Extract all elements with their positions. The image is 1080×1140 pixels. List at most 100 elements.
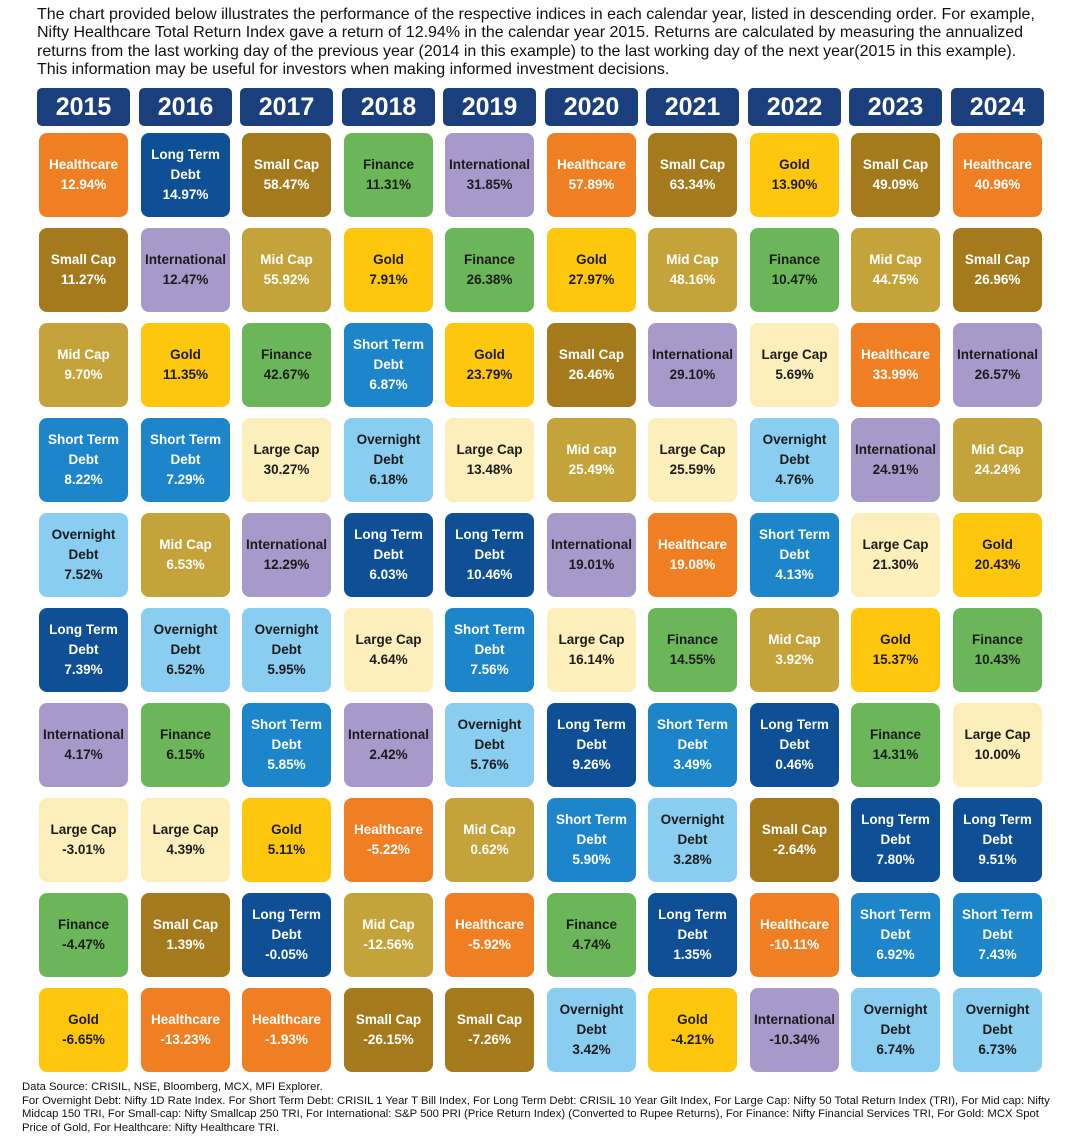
cell-2021-long-term-debt: Long Term Debt 1.35% — [648, 893, 737, 977]
return-value: 10.47% — [771, 272, 818, 287]
return-value: 7.52% — [64, 567, 103, 582]
cell-2018-large-cap: Large Cap 4.64% — [344, 608, 433, 692]
cell-2021-large-cap: Large Cap 25.59% — [648, 418, 737, 502]
return-value: -1.93% — [265, 1032, 308, 1047]
asset-class-label: Healthcare — [657, 537, 728, 552]
return-value: -2.64% — [773, 842, 816, 857]
asset-class-label: Long Term Debt — [354, 527, 423, 562]
return-value: 3.49% — [673, 757, 712, 772]
asset-class-label: Short Term Debt — [352, 337, 424, 372]
cell-2017-overnight-debt: Overnight Debt 5.95% — [242, 608, 331, 692]
asset-class-label: Gold — [880, 632, 911, 647]
return-value: 14.97% — [162, 187, 209, 202]
return-value: 6.92% — [876, 947, 915, 962]
cell-2016-mid-cap: Mid Cap 6.53% — [141, 513, 230, 597]
cell-2015-gold: Gold -6.65% — [39, 988, 128, 1072]
asset-class-label: Mid Cap — [362, 917, 415, 932]
cell-2024-finance: Finance 10.43% — [953, 608, 1042, 692]
asset-class-label: Small Cap — [964, 252, 1031, 267]
return-value: 13.90% — [771, 177, 818, 192]
return-value: 58.47% — [263, 177, 310, 192]
asset-class-label: Long Term Debt — [557, 717, 626, 752]
asset-class-label: Large Cap — [253, 442, 320, 457]
return-value: 3.42% — [572, 1042, 611, 1057]
return-value: 4.76% — [775, 472, 814, 487]
cell-2018-finance: Finance 11.31% — [344, 133, 433, 217]
cell-2018-overnight-debt: Overnight Debt 6.18% — [344, 418, 433, 502]
asset-class-label: Short Term Debt — [656, 717, 728, 752]
cell-2015-large-cap: Large Cap -3.01% — [39, 798, 128, 882]
asset-class-label: Long Term Debt — [760, 717, 829, 752]
cell-2021-international: International 29.10% — [648, 323, 737, 407]
return-value: 26.46% — [568, 367, 615, 382]
return-value: -0.05% — [265, 947, 308, 962]
return-value: 7.56% — [470, 662, 509, 677]
asset-class-label: Long Term Debt — [455, 527, 524, 562]
asset-class-label: Gold — [373, 252, 404, 267]
cell-2023-finance: Finance 14.31% — [851, 703, 940, 787]
return-value: 7.39% — [64, 662, 103, 677]
returns-grid: Healthcare 12.94% Small Cap 11.27% Mid Cap 9.… — [37, 133, 1047, 1078]
cell-2022-healthcare: Healthcare -10.11% — [750, 893, 839, 977]
cell-2016-long-term-debt: Long Term Debt 14.97% — [141, 133, 230, 217]
asset-class-label: Short Term Debt — [250, 717, 322, 752]
return-value: 3.92% — [775, 652, 814, 667]
cell-2018-gold: Gold 7.91% — [344, 228, 433, 312]
asset-class-label: Overnight Debt — [762, 432, 827, 467]
asset-class-label: Small Cap — [659, 157, 726, 172]
asset-class-label: International — [956, 347, 1038, 362]
return-value: 63.34% — [669, 177, 716, 192]
cell-2023-long-term-debt: Long Term Debt 7.80% — [851, 798, 940, 882]
year-header-2015: 2015 — [37, 88, 130, 126]
cell-2017-large-cap: Large Cap 30.27% — [242, 418, 331, 502]
return-value: 5.69% — [775, 367, 814, 382]
cell-2018-long-term-debt: Long Term Debt 6.03% — [344, 513, 433, 597]
asset-class-label: Large Cap — [558, 632, 625, 647]
cell-2015-healthcare: Healthcare 12.94% — [39, 133, 128, 217]
return-value: 55.92% — [263, 272, 310, 287]
cell-2019-short-term-debt: Short Term Debt 7.56% — [445, 608, 534, 692]
asset-class-label: Mid Cap — [768, 632, 821, 647]
cell-2019-small-cap: Small Cap -7.26% — [445, 988, 534, 1072]
year-header-2024: 2024 — [951, 88, 1044, 126]
asset-class-label: Mid Cap — [159, 537, 212, 552]
asset-class-label: Long Term Debt — [252, 907, 321, 942]
asset-class-label: Healthcare — [48, 157, 119, 172]
return-value: 4.64% — [369, 652, 408, 667]
cell-2019-long-term-debt: Long Term Debt 10.46% — [445, 513, 534, 597]
cell-2021-mid-cap: Mid Cap 48.16% — [648, 228, 737, 312]
cell-2015-finance: Finance -4.47% — [39, 893, 128, 977]
cell-2021-healthcare: Healthcare 19.08% — [648, 513, 737, 597]
cell-2024-international: International 26.57% — [953, 323, 1042, 407]
cell-2018-small-cap: Small Cap -26.15% — [344, 988, 433, 1072]
cell-2024-small-cap: Small Cap 26.96% — [953, 228, 1042, 312]
return-value: 25.59% — [669, 462, 716, 477]
return-value: 7.80% — [876, 852, 915, 867]
return-value: 6.18% — [369, 472, 408, 487]
asset-class-label: Small Cap — [253, 157, 320, 172]
cell-2016-overnight-debt: Overnight Debt 6.52% — [141, 608, 230, 692]
cell-2020-finance: Finance 4.74% — [547, 893, 636, 977]
cell-2017-mid-cap: Mid Cap 55.92% — [242, 228, 331, 312]
return-value: 10.46% — [466, 567, 513, 582]
asset-class-label: Healthcare — [454, 917, 525, 932]
cell-2022-large-cap: Large Cap 5.69% — [750, 323, 839, 407]
cell-2016-short-term-debt: Short Term Debt 7.29% — [141, 418, 230, 502]
cell-2020-long-term-debt: Long Term Debt 9.26% — [547, 703, 636, 787]
return-value: 15.37% — [872, 652, 919, 667]
asset-class-label: Mid Cap — [666, 252, 719, 267]
cell-2015-small-cap: Small Cap 11.27% — [39, 228, 128, 312]
cell-2022-overnight-debt: Overnight Debt 4.76% — [750, 418, 839, 502]
cell-2019-large-cap: Large Cap 13.48% — [445, 418, 534, 502]
cell-2019-overnight-debt: Overnight Debt 5.76% — [445, 703, 534, 787]
asset-class-label: Overnight Debt — [457, 717, 522, 752]
asset-class-label: Gold — [779, 157, 810, 172]
cell-2022-international: International -10.34% — [750, 988, 839, 1072]
cell-2023-short-term-debt: Short Term Debt 6.92% — [851, 893, 940, 977]
return-value: 1.39% — [166, 937, 205, 952]
return-value: 20.43% — [974, 557, 1021, 572]
asset-class-label: International — [550, 537, 632, 552]
asset-class-label: Gold — [474, 347, 505, 362]
asset-class-label: Large Cap — [964, 727, 1031, 742]
cell-2023-gold: Gold 15.37% — [851, 608, 940, 692]
